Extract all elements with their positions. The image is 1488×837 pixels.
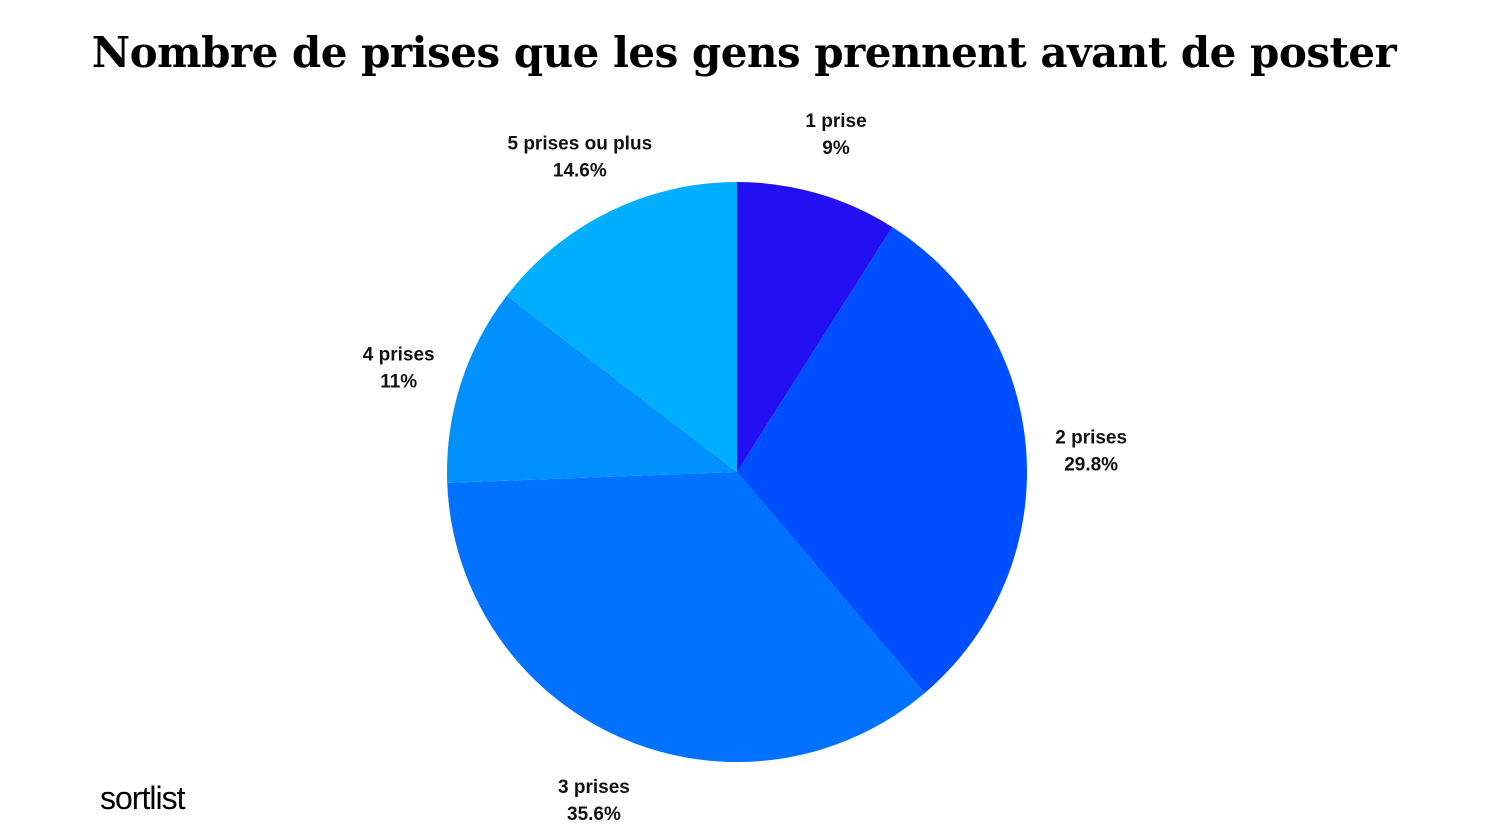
slice-value-1-prise: 9%	[822, 138, 850, 159]
sortlist-logo: sortlist	[100, 780, 185, 816]
slice-label-3-prises: 3 prises	[558, 777, 630, 798]
slice-label-2-prises: 2 prises	[1055, 427, 1127, 448]
chart-title: Nombre de prises que les gens prennent a…	[91, 28, 1397, 77]
slice-label-5-prises-ou-plus: 5 prises ou plus	[507, 134, 652, 155]
pie-slice-4-prises	[447, 295, 737, 483]
pie-slice-5-prises-ou-plus	[506, 182, 737, 472]
slice-value-2-prises: 29.8%	[1064, 454, 1118, 475]
slice-label-4-prises: 4 prises	[363, 344, 435, 365]
slice-value-4-prises: 11%	[380, 371, 417, 392]
pie-slice-3-prises	[447, 472, 925, 762]
slice-value-3-prises: 35.6%	[567, 804, 621, 825]
pie-slice-1-prise	[737, 182, 893, 472]
slice-value-5-prises-ou-plus: 14.6%	[553, 161, 607, 182]
slice-label-1-prise: 1 prise	[805, 111, 866, 132]
pie-slice-2-prises	[737, 227, 1027, 694]
